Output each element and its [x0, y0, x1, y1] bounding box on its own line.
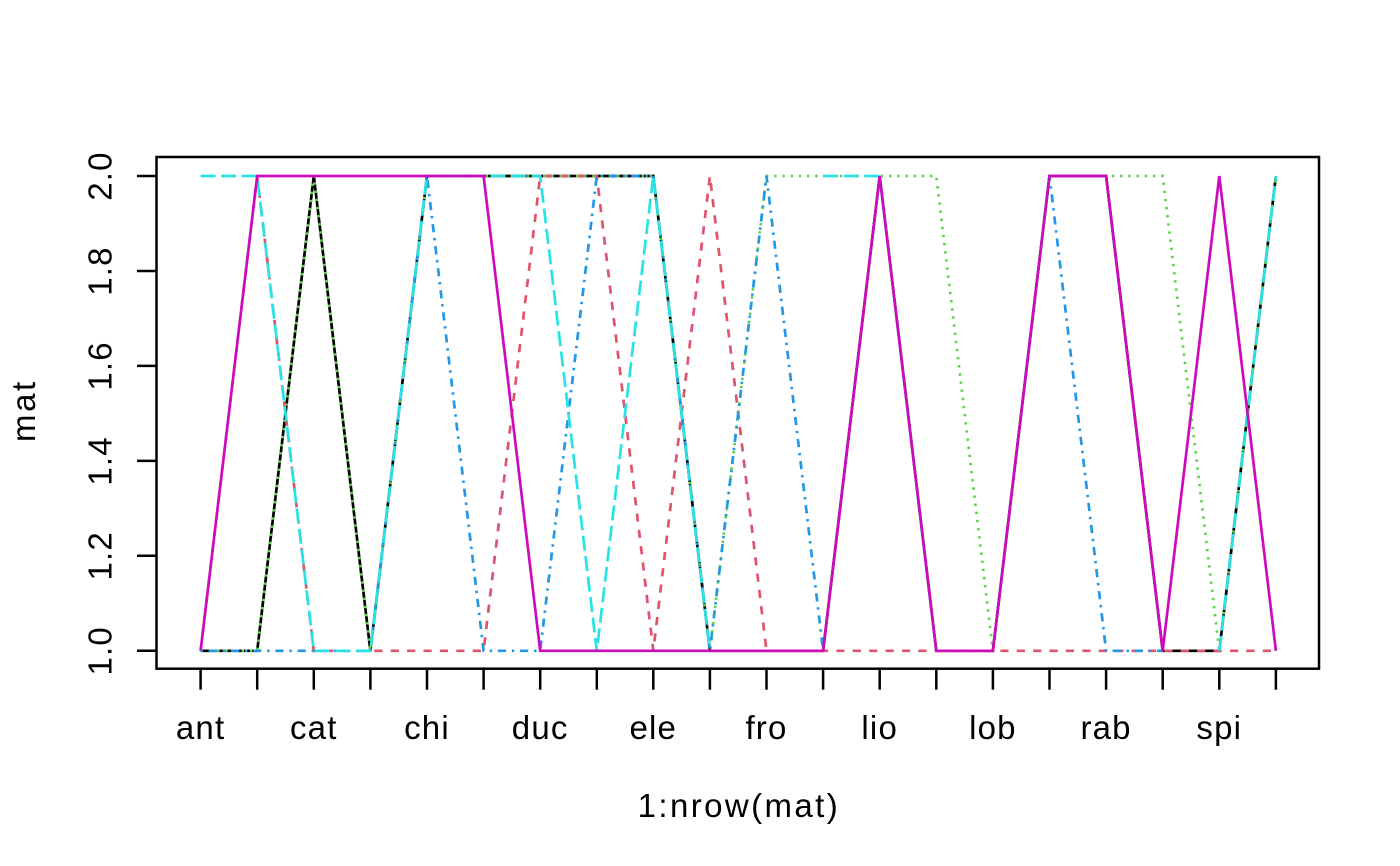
svg-text:1.2: 1.2 — [82, 531, 119, 580]
svg-text:1.4: 1.4 — [82, 436, 119, 485]
svg-text:ele: ele — [629, 709, 677, 746]
svg-text:cat: cat — [290, 709, 338, 746]
svg-text:1.0: 1.0 — [82, 626, 119, 675]
svg-text:1:nrow(mat): 1:nrow(mat) — [638, 787, 840, 824]
svg-text:1.6: 1.6 — [82, 341, 119, 390]
svg-text:1.8: 1.8 — [82, 246, 119, 295]
svg-text:lob: lob — [969, 709, 1017, 746]
svg-text:chi: chi — [404, 709, 450, 746]
svg-text:fro: fro — [745, 709, 787, 746]
svg-text:spi: spi — [1196, 709, 1242, 746]
svg-text:lio: lio — [861, 709, 898, 746]
svg-text:rab: rab — [1080, 709, 1131, 746]
svg-text:mat: mat — [5, 379, 42, 442]
svg-text:2.0: 2.0 — [82, 151, 119, 200]
svg-text:ant: ant — [176, 709, 225, 746]
svg-text:duc: duc — [512, 709, 569, 746]
